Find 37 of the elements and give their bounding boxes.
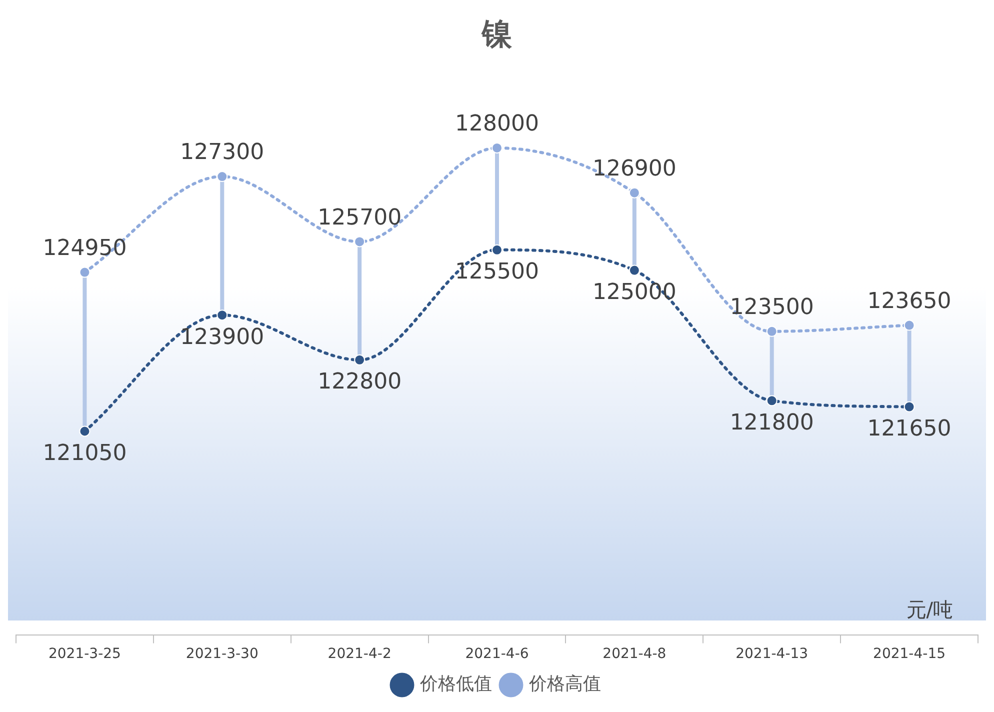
data-label: 123500 [730, 295, 814, 320]
x-tick-label: 2021-4-13 [736, 646, 808, 662]
point [904, 401, 915, 412]
chart-title: 镍 [481, 16, 513, 52]
data-label: 123650 [867, 289, 952, 314]
point [216, 171, 228, 182]
point [628, 264, 640, 276]
data-label: 121050 [42, 440, 127, 466]
point [79, 426, 90, 437]
point [766, 326, 778, 337]
data-label: 125700 [318, 205, 402, 230]
data-label: 125500 [455, 260, 539, 285]
text: 元/吨 [906, 597, 953, 622]
x-tick-label: 2021-4-15 [873, 646, 946, 662]
data-label: 128000 [455, 112, 539, 137]
point [766, 395, 778, 406]
data-label: 123900 [180, 324, 264, 350]
point [216, 310, 228, 321]
legend-label: 价格低值 [419, 674, 492, 695]
point [354, 354, 366, 366]
data-label: 121650 [867, 416, 952, 442]
data-label: 127300 [180, 140, 264, 166]
legend-label: 价格高值 [528, 674, 601, 695]
x-tick-label: 2021-4-6 [465, 646, 529, 662]
point [79, 266, 90, 278]
point [904, 320, 915, 331]
data-label: 122800 [318, 370, 402, 395]
point [628, 187, 640, 198]
data-label: 121800 [730, 410, 814, 436]
x-tick-label: 2021-3-30 [186, 646, 258, 662]
point [492, 142, 502, 154]
x-tick-label: 2021-4-8 [602, 646, 666, 662]
data-label: 126900 [592, 156, 676, 182]
point [354, 236, 366, 248]
x-tick-label: 2021-3-25 [48, 646, 121, 662]
x-tick-label: 2021-4-2 [328, 646, 392, 662]
point [492, 244, 502, 256]
